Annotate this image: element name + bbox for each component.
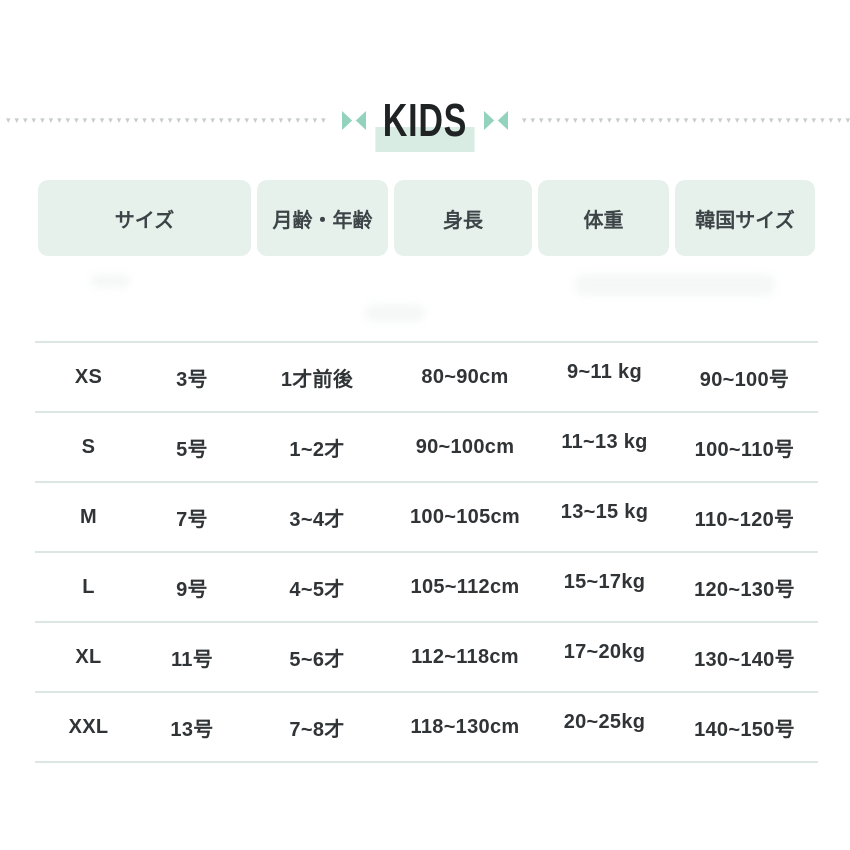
size-table: サイズ 月齢・年齢 身長 体重 韓国サイズ XS 3号 1才前後 80~90cm…	[35, 180, 818, 763]
cell-size: L	[82, 575, 95, 598]
cell-size-number: 3号	[176, 368, 208, 391]
column-header-size: サイズ	[38, 180, 251, 256]
bow-icon-right-shape	[483, 110, 508, 130]
cell-korea-size: 120~130号	[694, 578, 795, 601]
cell-weight: 20~25kg	[563, 710, 646, 733]
page-title-text: KIDS	[382, 94, 468, 146]
cell-weight: 9~11 kg	[567, 360, 642, 383]
cell-size: M	[80, 505, 97, 528]
cell-size: XL	[75, 645, 102, 668]
table-row-s: S 5号 1~2才 90~100cm 11~13 kg 100~110号	[35, 411, 818, 481]
header-body-gap	[35, 256, 818, 341]
cell-korea-size: 90~100号	[699, 368, 790, 391]
cell-age: 1~2才	[289, 438, 345, 461]
faint-watermark	[575, 274, 775, 296]
table-header-row: サイズ 月齢・年齢 身長 体重 韓国サイズ	[35, 180, 818, 256]
bow-icon-left-shape	[342, 110, 367, 130]
faint-watermark	[365, 304, 425, 322]
cell-weight: 17~20kg	[563, 640, 646, 663]
column-header-korea: 韓国サイズ	[675, 180, 815, 256]
cell-size-number: 11号	[170, 648, 214, 671]
table-row-xs: XS 3号 1才前後 80~90cm 9~11 kg 90~100号	[35, 341, 818, 411]
cell-size-number: 13号	[170, 718, 214, 741]
title-highlight	[375, 127, 475, 152]
bow-icon-right	[483, 110, 508, 130]
table-row-l: L 9号 4~5才 105~112cm 15~17kg 120~130号	[35, 551, 818, 621]
cell-size-number: 5号	[176, 438, 208, 461]
cell-size-number: 9号	[176, 578, 208, 601]
page-header: ▾▾▾▾▾▾▾▾▾▾▾▾▾▾▾▾▾▾▾▾▾▾▾▾▾▾▾▾▾▾▾▾▾▾▾▾▾▾▾▾…	[0, 88, 850, 152]
cell-korea-size: 100~110号	[694, 438, 795, 461]
cell-height: 100~105cm	[409, 505, 521, 528]
cell-size: XS	[74, 365, 103, 388]
cell-age: 1才前後	[280, 368, 354, 391]
column-header-height: 身長	[394, 180, 532, 256]
cell-weight: 15~17kg	[563, 570, 646, 593]
cell-height: 105~112cm	[410, 575, 520, 598]
table-row-xl: XL 11号 5~6才 112~118cm 17~20kg 130~140号	[35, 621, 818, 691]
size-chart-page: ▾▾▾▾▾▾▾▾▾▾▾▾▾▾▾▾▾▾▾▾▾▾▾▾▾▾▾▾▾▾▾▾▾▾▾▾▾▾▾▾…	[0, 88, 850, 850]
cell-height: 118~130cm	[410, 715, 520, 738]
cell-height: 112~118cm	[411, 645, 519, 668]
column-header-weight: 体重	[538, 180, 669, 256]
table-row-m: M 7号 3~4才 100~105cm 13~15 kg 110~120号	[35, 481, 818, 551]
cell-size-number: 7号	[176, 508, 208, 531]
dotted-line-right-icon: ▾▾▾▾▾▾▾▾▾▾▾▾▾▾▾▾▾▾▾▾▾▾▾▾▾▾▾▾▾▾▾▾▾▾▾▾▾▾▾▾…	[521, 115, 850, 125]
dotted-line-left-icon: ▾▾▾▾▾▾▾▾▾▾▾▾▾▾▾▾▾▾▾▾▾▾▾▾▾▾▾▾▾▾▾▾▾▾▾▾▾▾▾▾…	[6, 115, 329, 125]
faint-watermark	[90, 274, 130, 288]
cell-age: 4~5才	[289, 578, 345, 601]
page-title: KIDS	[375, 94, 475, 152]
cell-size: S	[81, 435, 96, 458]
cell-size: XXL	[68, 715, 109, 738]
cell-age: 5~6才	[289, 648, 345, 671]
cell-korea-size: 130~140号	[694, 648, 795, 671]
table-row-xxl: XXL 13号 7~8才 118~130cm 20~25kg 140~150号	[35, 691, 818, 761]
cell-age: 7~8才	[289, 718, 345, 741]
cell-height: 90~100cm	[415, 435, 515, 458]
cell-korea-size: 110~120号	[694, 508, 795, 531]
cell-korea-size: 140~150号	[694, 718, 795, 741]
column-header-age: 月齢・年齢	[257, 180, 388, 256]
cell-weight: 13~15 kg	[560, 500, 649, 523]
cell-weight: 11~13 kg	[561, 430, 648, 453]
bow-icon-left	[342, 110, 367, 130]
table-body: XS 3号 1才前後 80~90cm 9~11 kg 90~100号 S 5号 …	[35, 341, 818, 763]
cell-height: 80~90cm	[421, 365, 509, 388]
cell-age: 3~4才	[289, 508, 345, 531]
